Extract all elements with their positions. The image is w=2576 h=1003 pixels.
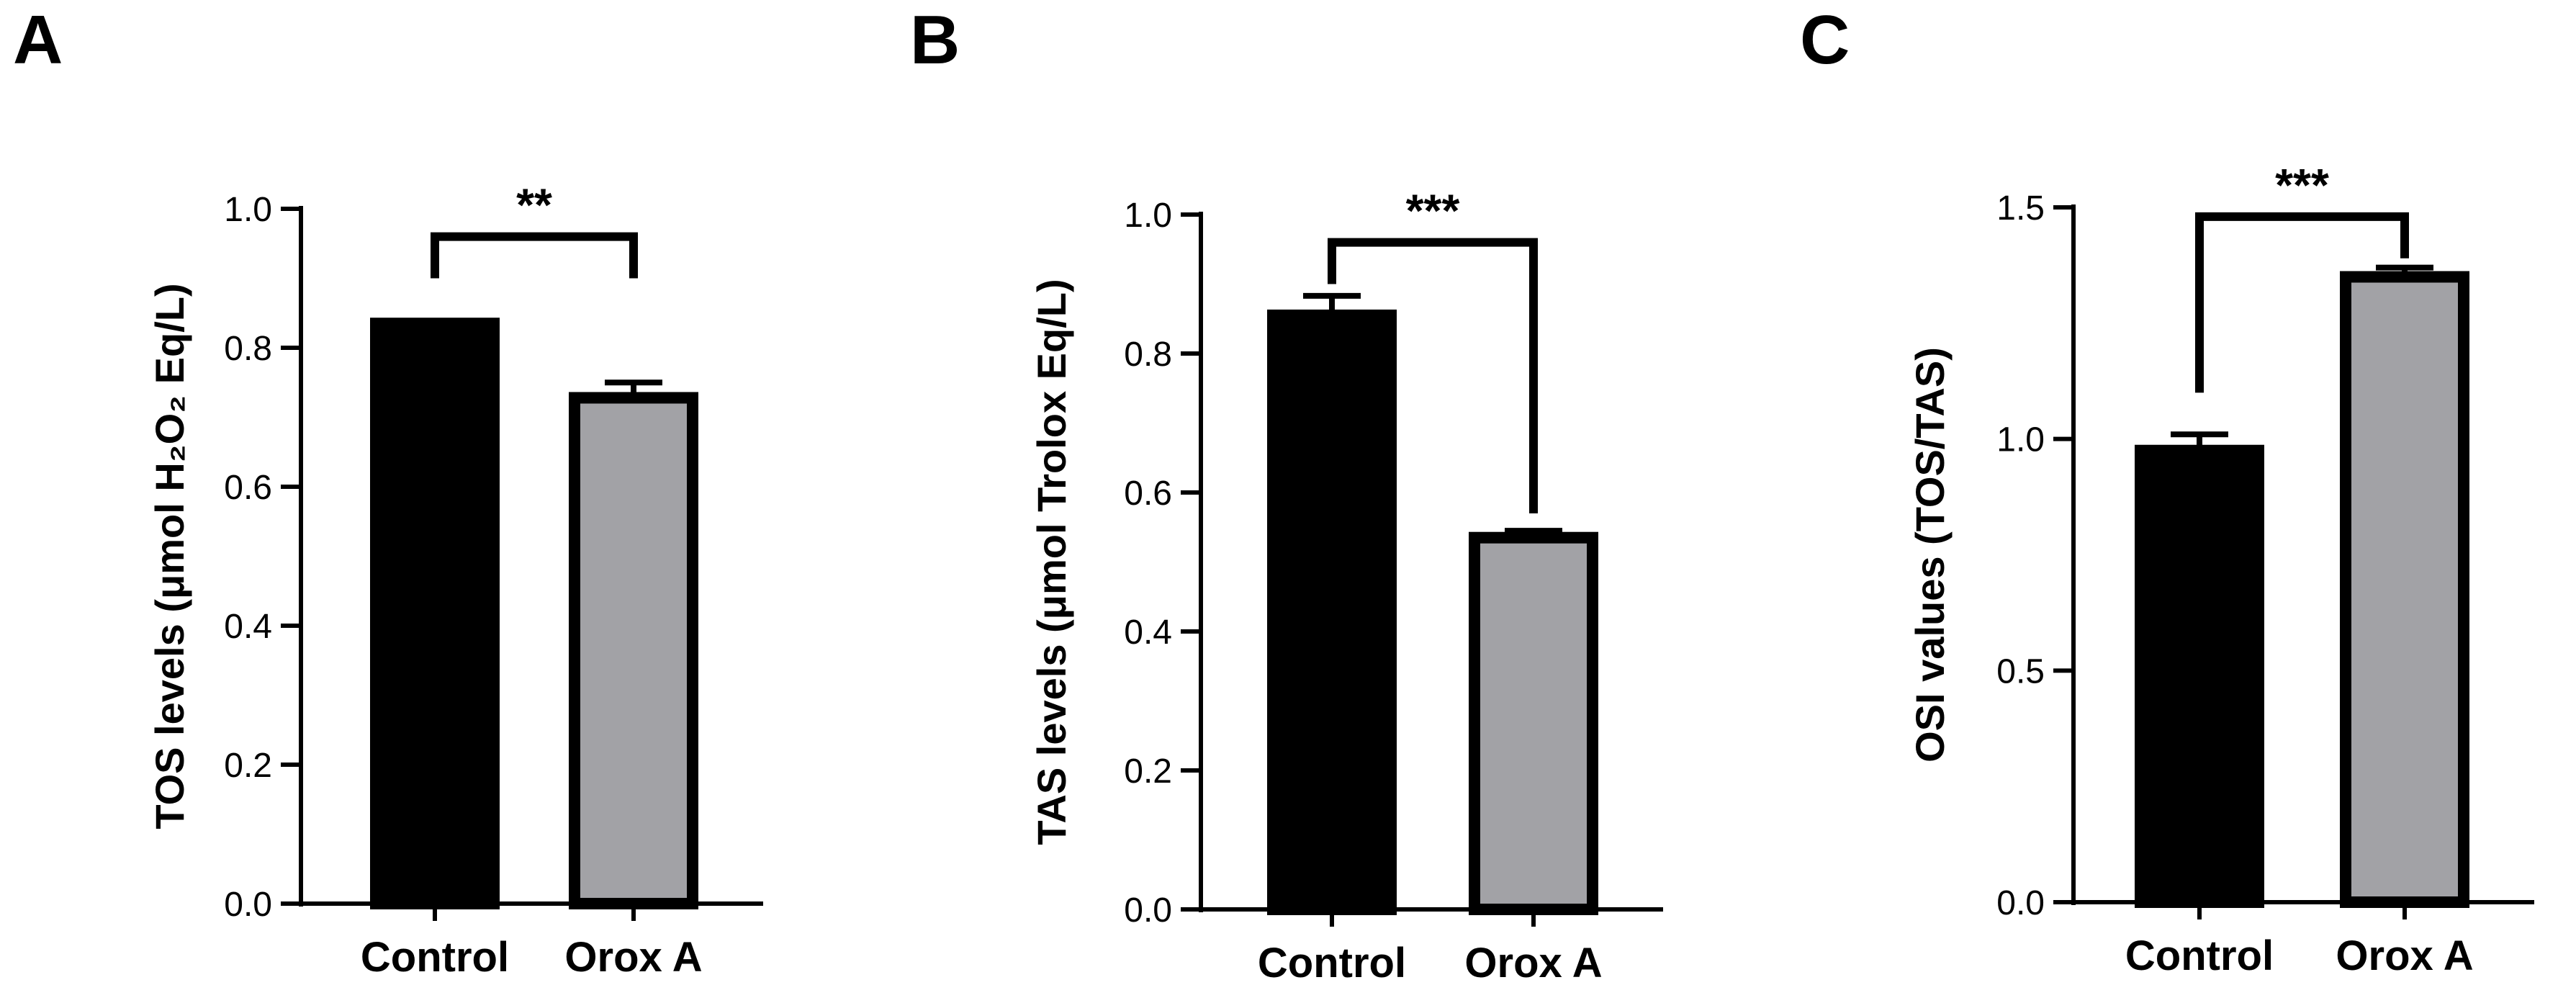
panel-b-bar-orox-a — [1469, 531, 1598, 915]
panel-b-significance-label: *** — [1406, 185, 1460, 237]
panel-c-y-tick-label: 1.0 — [1996, 421, 2045, 459]
panel-b-category-label: Control — [1258, 940, 1406, 986]
panel-a-bar-orox-a — [569, 392, 698, 909]
panel-a-y-tick-label: 0.4 — [224, 608, 272, 646]
panel-b-category-label: Orox A — [1464, 940, 1602, 986]
panel-b-y-tick-label: 0.4 — [1124, 613, 1172, 652]
panel-a-y-tick-label: 0.2 — [224, 747, 272, 785]
panel-c-category-label: Orox A — [2336, 932, 2473, 979]
panel-letter-a: A — [13, 1, 63, 78]
panel-b-significance-bracket — [1328, 238, 1538, 513]
panel-a-category-label: Control — [361, 934, 509, 981]
panel-c-y-tick-label: 1.5 — [1996, 189, 2045, 228]
panel-a-y-axis-title: TOS levels (μmol H₂O₂ Eq/L) — [147, 283, 192, 829]
panel-b-y-tick-label: 0.8 — [1124, 336, 1172, 374]
panel-b-y-axis-title: TAS levels (μmol Trolox Eq/L) — [1029, 279, 1074, 845]
panel-c-category-label: Control — [2125, 932, 2274, 979]
panel-b-y-tick-label: 0.0 — [1124, 891, 1172, 930]
panel-a-y-tick-label: 0.6 — [224, 469, 272, 507]
panel-a-y-tick-label: 1.0 — [224, 191, 272, 229]
panel-c-significance-bracket — [2195, 212, 2409, 393]
panel-a-significance-bracket — [431, 232, 638, 279]
panel-a-category-label: Orox A — [564, 934, 702, 981]
panel-c-bar-orox-a — [2340, 271, 2469, 908]
panel-c-significance-label: *** — [2275, 159, 2329, 211]
panel-a-y-tick-label: 0.0 — [224, 886, 272, 924]
panel-a-bar-control — [370, 318, 500, 910]
panel-a-significance-label: ** — [516, 179, 552, 231]
panel-c-bar-control — [2135, 444, 2264, 908]
panel-b-y-tick-label: 1.0 — [1124, 197, 1172, 235]
panel-letter-b: B — [910, 1, 960, 78]
panel-b-y-tick-label: 0.6 — [1124, 474, 1172, 513]
panel-c-y-axis-title: OSI values (TOS/TAS) — [1907, 347, 1953, 763]
panel-c-y-tick-label: 0.0 — [1996, 884, 2045, 922]
panel-c-y-tick-label: 0.5 — [1996, 652, 2045, 691]
panel-b-y-tick-label: 0.2 — [1124, 752, 1172, 791]
panel-letter-c: C — [1800, 1, 1850, 78]
panel-a-y-tick-label: 0.8 — [224, 330, 272, 368]
panel-b-bar-control — [1267, 309, 1397, 915]
